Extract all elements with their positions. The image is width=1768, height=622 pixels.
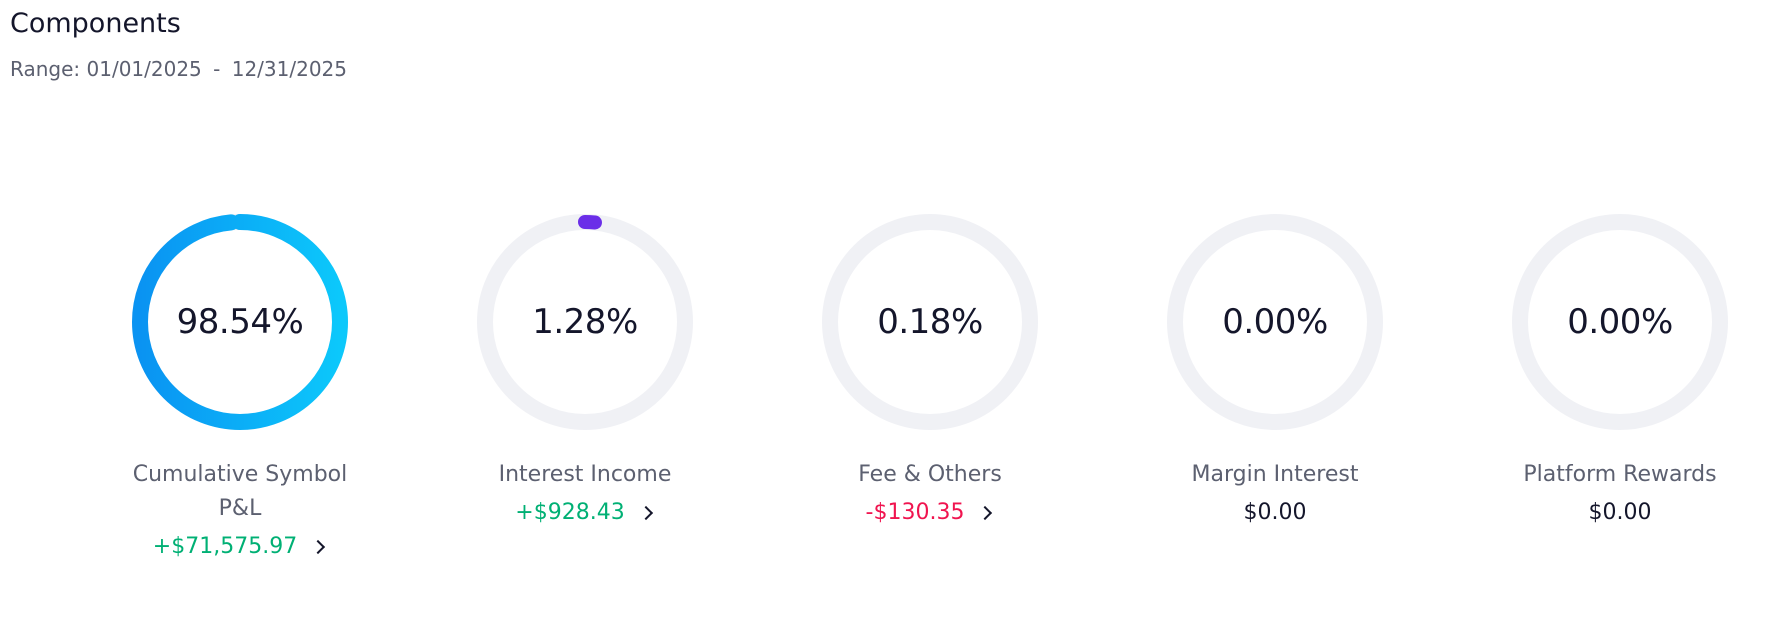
amount-value: $0.00 bbox=[1243, 500, 1307, 525]
component-card-interest-income: 1.28% Interest Income +$928.43 bbox=[435, 214, 735, 528]
percentage-ring: 1.28% bbox=[477, 214, 693, 430]
amount-value: +$71,575.97 bbox=[152, 534, 298, 559]
page-title: Components bbox=[10, 8, 181, 39]
amount-static: $0.00 bbox=[1244, 498, 1307, 528]
amount-link[interactable]: -$130.35 bbox=[866, 498, 995, 528]
component-card-platform-rewards: 0.00% Platform Rewards $0.00 bbox=[1470, 214, 1768, 528]
ring-chart bbox=[477, 214, 693, 430]
amount-link[interactable]: +$71,575.97 bbox=[153, 532, 327, 562]
component-card-fee-and-others: 0.18% Fee & Others -$130.35 bbox=[780, 214, 1080, 528]
amount-value: +$928.43 bbox=[515, 500, 625, 525]
component-label: Platform Rewards bbox=[1523, 462, 1717, 487]
section-header: Components Range: 01/01/2025 - 12/31/202… bbox=[10, 6, 347, 82]
range-label: Range: bbox=[10, 57, 81, 81]
ring-progress bbox=[478, 215, 692, 429]
chevron-right-icon[interactable] bbox=[638, 505, 653, 521]
component-card-margin-interest: 0.00% Margin Interest $0.00 bbox=[1125, 214, 1425, 528]
ring-chart bbox=[1512, 214, 1728, 430]
ring-track bbox=[1167, 214, 1383, 430]
ring-progress bbox=[132, 214, 348, 430]
component-label: Interest Income bbox=[498, 462, 672, 487]
percentage-ring: 0.00% bbox=[1167, 214, 1383, 430]
amount-value: $0.00 bbox=[1588, 500, 1652, 525]
date-range: Range: 01/01/2025 - 12/31/2025 bbox=[10, 56, 347, 82]
component-label: Margin Interest bbox=[1191, 462, 1359, 487]
ring-track bbox=[1512, 214, 1728, 430]
amount-value: -$130.35 bbox=[865, 500, 965, 525]
component-label: Fee & Others bbox=[858, 462, 1002, 487]
ring-chart bbox=[132, 214, 348, 430]
percentage-value: 0.00% bbox=[1222, 302, 1328, 342]
chevron-right-icon[interactable] bbox=[311, 539, 326, 555]
component-label: Cumulative Symbol P&L bbox=[132, 462, 348, 521]
percentage-value: 98.54% bbox=[176, 302, 304, 342]
ring-chart bbox=[822, 214, 1038, 430]
range-start-date: 01/01/2025 bbox=[86, 57, 202, 81]
range-separator: - bbox=[213, 57, 221, 81]
chevron-right-icon[interactable] bbox=[978, 505, 993, 521]
percentage-ring: 0.00% bbox=[1512, 214, 1728, 430]
percentage-ring: 98.54% bbox=[132, 214, 348, 430]
ring-track bbox=[822, 214, 1038, 430]
component-card-cumulative-symbol-pnl: 98.54% Cumulative Symbol P&L +$71,575.97 bbox=[90, 214, 390, 562]
ring-chart bbox=[1167, 214, 1383, 430]
range-end-date: 12/31/2025 bbox=[231, 57, 347, 81]
amount-static: $0.00 bbox=[1589, 498, 1652, 528]
percentage-value: 0.00% bbox=[1567, 302, 1673, 342]
percentage-value: 1.28% bbox=[532, 302, 638, 342]
percentage-ring: 0.18% bbox=[822, 214, 1038, 430]
amount-link[interactable]: +$928.43 bbox=[515, 498, 654, 528]
percentage-value: 0.18% bbox=[877, 302, 983, 342]
